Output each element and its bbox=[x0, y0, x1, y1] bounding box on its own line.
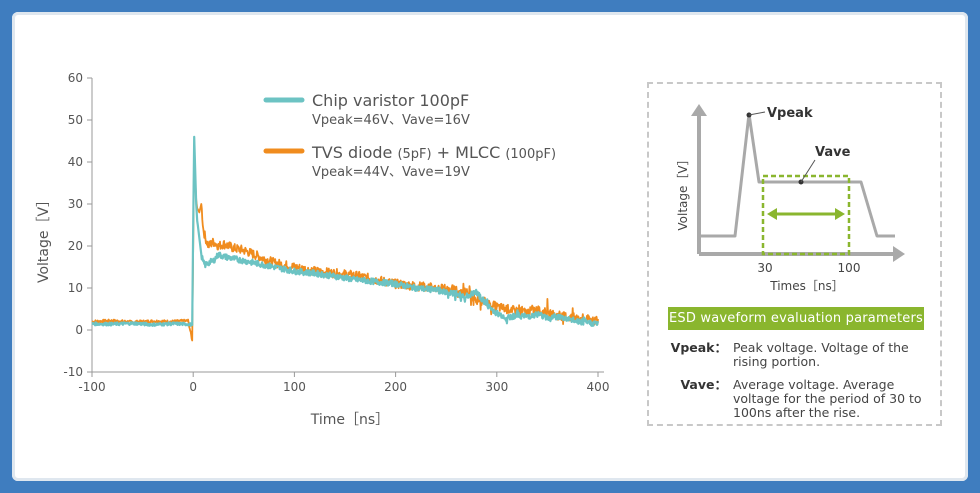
x-axis-label: Time［ns］ bbox=[310, 412, 389, 428]
x-tick-label: 100 bbox=[283, 380, 306, 394]
definition-term-vpeak: Vpeak： bbox=[670, 340, 727, 355]
vpeak-leader bbox=[748, 111, 766, 116]
vpeak-label: Vpeak bbox=[767, 106, 813, 121]
parameter-definitions: Vpeak： Peak voltage. Voltage of the risi… bbox=[669, 341, 931, 429]
legend-label-tvs: TVS diode (5pF) + MLCC (100pF) bbox=[311, 143, 556, 162]
y-tick-label: 50 bbox=[68, 113, 83, 127]
series-chip-varistor bbox=[91, 135, 600, 327]
y-tick-label: 40 bbox=[68, 155, 83, 169]
inset-y-arrow bbox=[691, 104, 707, 116]
y-axis-label: Voltage［V］ bbox=[36, 193, 52, 283]
x-tick-label: -100 bbox=[78, 380, 105, 394]
chart-series bbox=[91, 135, 600, 342]
x-tick-label: 300 bbox=[485, 380, 508, 394]
legend-tvs-main: TVS diode bbox=[311, 143, 397, 162]
legend-note-tvs: Vpeak=44V、Vave=19V bbox=[312, 165, 470, 180]
y-tick-label: 60 bbox=[68, 71, 83, 85]
esd-parameter-diagram: Voltage［V］ Vpeak Vave bbox=[676, 104, 905, 293]
x-tick-label: 200 bbox=[384, 380, 407, 394]
y-tick-label: 20 bbox=[68, 239, 83, 253]
parameters-title: ESD waveform evaluation parameters bbox=[668, 307, 924, 330]
vave-leader bbox=[800, 159, 816, 183]
legend: Chip varistor 100pF Vpeak=46V、Vave=16V T… bbox=[263, 91, 556, 180]
inset-x-arrow bbox=[893, 246, 905, 262]
x-tick-label: 0 bbox=[189, 380, 197, 394]
legend-tvs-small2: (100pF) bbox=[505, 147, 556, 162]
inset-tick-30: 30 bbox=[757, 261, 772, 275]
inset-tick-100: 100 bbox=[838, 261, 861, 275]
inset-waveform bbox=[699, 112, 895, 238]
definition-text-vpeak: Peak voltage. Voltage of the rising port… bbox=[733, 340, 909, 369]
definition-vave: Vave： Average voltage. Average voltage f… bbox=[669, 378, 931, 420]
definition-term-vave: Vave： bbox=[680, 377, 727, 392]
window-arrow-right bbox=[835, 208, 845, 220]
window-arrow-left bbox=[767, 208, 777, 220]
inset-y-axis-label: Voltage［V］ bbox=[676, 153, 690, 230]
y-tick-label: 10 bbox=[68, 281, 83, 295]
y-tick-label: -10 bbox=[63, 365, 83, 379]
averaging-window bbox=[761, 174, 851, 256]
vave-label: Vave bbox=[815, 145, 851, 160]
x-tick-label: 400 bbox=[587, 380, 610, 394]
evaluation-parameters-panel: Voltage［V］ Vpeak Vave bbox=[647, 82, 942, 426]
legend-tvs-mid: + MLCC bbox=[432, 143, 506, 162]
legend-label-varistor: Chip varistor 100pF bbox=[312, 91, 469, 110]
inset-x-axis-label: Times［ns］ bbox=[769, 279, 843, 293]
legend-tvs-small1: (5pF) bbox=[397, 147, 431, 162]
y-tick-label: 30 bbox=[68, 197, 83, 211]
content-panel: -10 0 10 20 30 40 50 60 -100 0 100 200 300 400 Voltag… bbox=[12, 12, 968, 481]
definition-text-vave: Average voltage. Average voltage for the… bbox=[733, 377, 922, 420]
legend-note-varistor: Vpeak=46V、Vave=16V bbox=[312, 113, 470, 128]
definition-vpeak: Vpeak： Peak voltage. Voltage of the risi… bbox=[669, 341, 931, 369]
y-tick-label: 0 bbox=[75, 323, 83, 337]
